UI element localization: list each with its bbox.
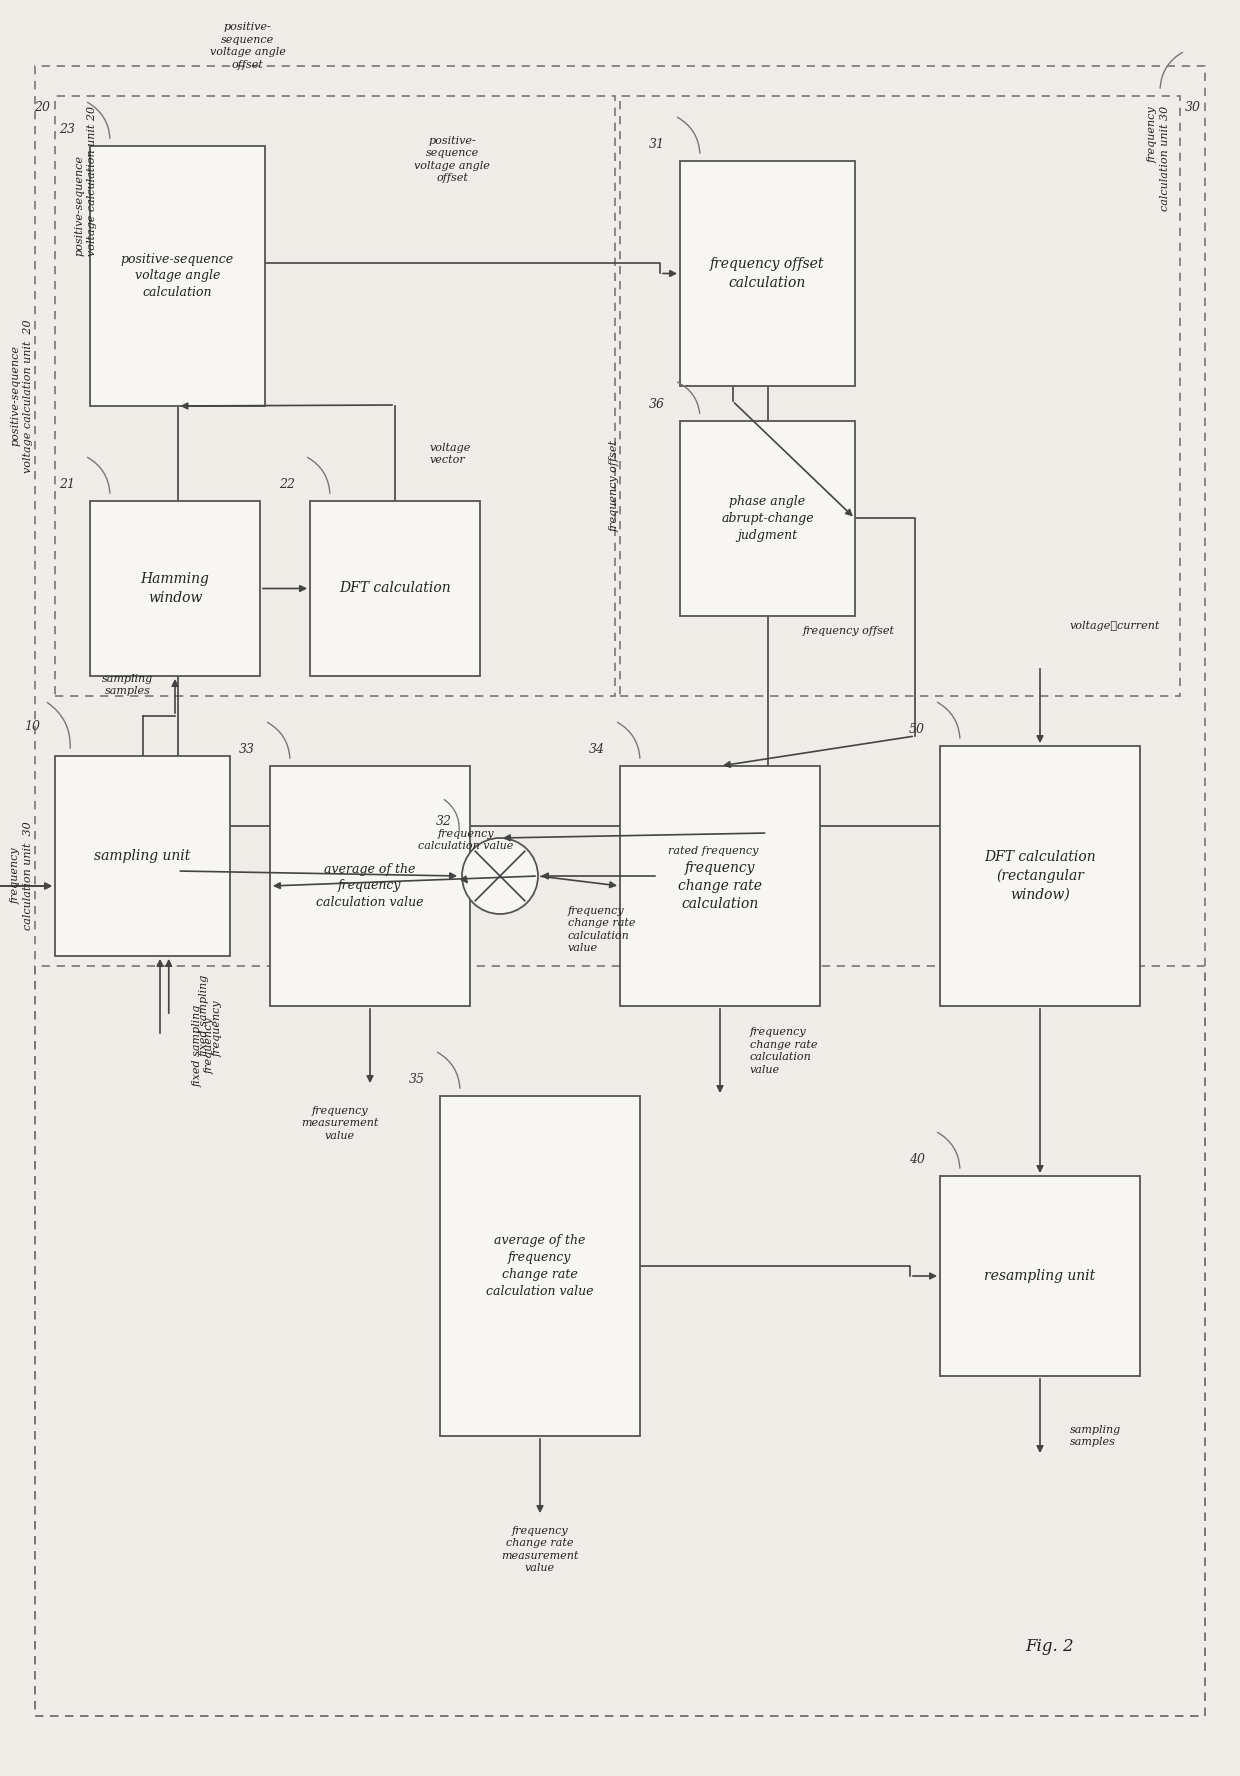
- Text: Fig. 2: Fig. 2: [1025, 1637, 1074, 1655]
- Text: 40: 40: [909, 1153, 925, 1167]
- Text: rated frequency: rated frequency: [668, 845, 759, 856]
- Text: voltage
vector: voltage vector: [430, 442, 471, 465]
- Text: phase angle
abrupt-change
judgment: phase angle abrupt-change judgment: [722, 496, 813, 542]
- Text: frequency
change rate
calculation
value: frequency change rate calculation value: [568, 906, 635, 954]
- Text: frequency
calculation unit 30: frequency calculation unit 30: [1147, 107, 1171, 211]
- Text: 50: 50: [909, 723, 925, 735]
- Text: Hamming
window: Hamming window: [140, 572, 210, 604]
- Text: frequency
change rate
calculation
value: frequency change rate calculation value: [750, 1027, 817, 1074]
- Text: fixed sampling
frequency: fixed sampling frequency: [200, 975, 222, 1057]
- Text: frequency
measurement
value: frequency measurement value: [301, 1106, 378, 1140]
- Text: 10: 10: [24, 719, 40, 732]
- Text: voltage、current: voltage、current: [1070, 622, 1161, 630]
- Text: 32: 32: [436, 815, 453, 828]
- Text: frequency
calculation unit  30: frequency calculation unit 30: [11, 822, 33, 931]
- Text: frequency offset
calculation: frequency offset calculation: [711, 258, 825, 289]
- Text: positive-
sequence
voltage angle
offset: positive- sequence voltage angle offset: [414, 135, 490, 183]
- Text: frequency
calculation value: frequency calculation value: [418, 829, 513, 851]
- Text: sampling
samples: sampling samples: [1070, 1424, 1121, 1447]
- Text: 22: 22: [279, 478, 295, 490]
- Text: frequency offset: frequency offset: [802, 625, 894, 636]
- Text: positive-sequence
voltage angle
calculation: positive-sequence voltage angle calculat…: [122, 252, 234, 300]
- Bar: [55, 757, 229, 955]
- Text: DFT calculation
(rectangular
window): DFT calculation (rectangular window): [985, 851, 1096, 902]
- Text: frequency offset: frequency offset: [610, 440, 620, 533]
- Text: average of the
frequency
change rate
calculation value: average of the frequency change rate cal…: [486, 1234, 594, 1298]
- Text: 21: 21: [60, 478, 74, 490]
- Text: sampling unit: sampling unit: [94, 849, 191, 863]
- Bar: [55, 96, 615, 696]
- Text: average of the
frequency
calculation value: average of the frequency calculation val…: [316, 863, 424, 909]
- Bar: [35, 966, 1205, 1716]
- Text: 34: 34: [589, 742, 605, 757]
- Text: 20: 20: [33, 101, 50, 114]
- Bar: [680, 421, 856, 616]
- Text: 35: 35: [409, 1073, 425, 1085]
- Bar: [620, 765, 820, 1005]
- Text: frequency
change rate
calculation: frequency change rate calculation: [678, 861, 763, 911]
- Text: frequency
change rate
measurement
value: frequency change rate measurement value: [501, 1526, 579, 1574]
- Bar: [940, 1176, 1140, 1376]
- Text: 31: 31: [649, 139, 665, 151]
- Text: 36: 36: [649, 398, 665, 410]
- Text: positive-sequence
voltage calculation unit  20: positive-sequence voltage calculation un…: [11, 320, 33, 472]
- Bar: [91, 501, 260, 677]
- Bar: [680, 162, 856, 385]
- Bar: [91, 146, 265, 407]
- Text: positive-
sequence
voltage angle
offset: positive- sequence voltage angle offset: [210, 23, 285, 69]
- Bar: [940, 746, 1140, 1005]
- Text: DFT calculation: DFT calculation: [340, 581, 451, 595]
- Bar: [310, 501, 480, 677]
- Bar: [620, 96, 1180, 696]
- Text: sampling
samples: sampling samples: [103, 673, 154, 696]
- Text: 23: 23: [60, 123, 74, 137]
- Bar: [270, 765, 470, 1005]
- Text: 33: 33: [239, 742, 255, 757]
- Bar: [440, 1096, 640, 1437]
- Text: 30: 30: [1185, 101, 1202, 114]
- Circle shape: [463, 838, 538, 915]
- Text: positive-sequence
voltage calculation unit 20: positive-sequence voltage calculation un…: [74, 107, 98, 256]
- Text: fixed sampling
frequency: fixed sampling frequency: [192, 1005, 215, 1087]
- Text: resampling unit: resampling unit: [985, 1270, 1096, 1282]
